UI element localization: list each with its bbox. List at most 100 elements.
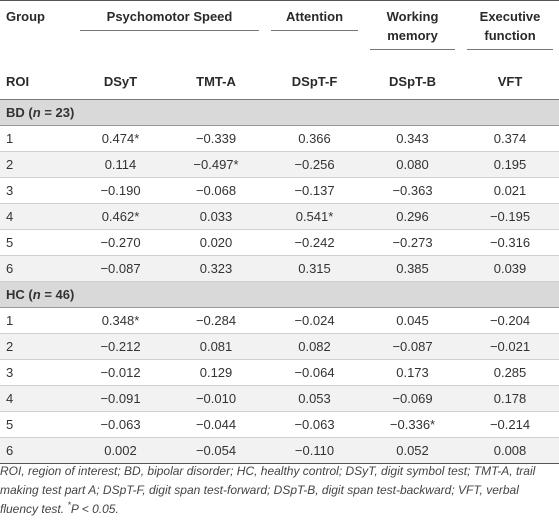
value-cell: 0.114 — [74, 151, 167, 178]
value-cell: 0.195 — [461, 151, 559, 178]
group-header-row: BD (n = 23) — [0, 99, 559, 126]
value-cell: −0.087 — [74, 255, 167, 282]
group-name: HC — [6, 287, 25, 302]
value-cell: 0.039 — [461, 255, 559, 282]
group-header-row: HC (n = 46) — [0, 281, 559, 308]
value-cell: 0.374 — [461, 125, 559, 152]
value-cell: −0.021 — [461, 333, 559, 360]
roi-cell: 3 — [0, 359, 74, 386]
value-cell: −0.054 — [167, 437, 266, 464]
value-cell: −0.242 — [265, 229, 365, 256]
roi-cell: 6 — [0, 255, 74, 282]
correlation-table: Group Psychomotor Speed Attention Workin… — [0, 0, 559, 464]
group-n-label: n — [32, 287, 41, 302]
value-cell: 0.541* — [265, 203, 365, 230]
table-row: 2 0.114 −0.497* −0.256 0.080 0.195 — [0, 151, 559, 178]
group-label: BD (n = 23) — [0, 99, 559, 126]
group-name: BD — [6, 105, 25, 120]
value-cell: −0.012 — [74, 359, 167, 386]
value-cell: −0.256 — [265, 151, 365, 178]
roi-cell: 2 — [0, 333, 74, 360]
table-row: 1 0.474* −0.339 0.366 0.343 0.374 — [0, 125, 559, 152]
table-row: 5 −0.270 0.020 −0.242 −0.273 −0.316 — [0, 229, 559, 256]
value-cell: −0.336* — [364, 411, 462, 438]
value-cell: 0.173 — [364, 359, 462, 386]
table-row: 3 −0.190 −0.068 −0.137 −0.363 0.021 — [0, 177, 559, 204]
value-cell: −0.069 — [364, 385, 462, 412]
value-cell: −0.497* — [167, 151, 266, 178]
value-cell: 0.021 — [461, 177, 559, 204]
value-cell: −0.316 — [461, 229, 559, 256]
table-row: 2 −0.212 0.081 0.082 −0.087 −0.021 — [0, 333, 559, 360]
table-row: 3 −0.012 0.129 −0.064 0.173 0.285 — [0, 359, 559, 386]
domain-header-row: Group Psychomotor Speed Attention Workin… — [0, 0, 559, 63]
value-cell: 0.020 — [167, 229, 266, 256]
column-header-row: ROI DSyT TMT-A DSpT-F DSpT-B VFT — [0, 63, 559, 100]
table-body: BD (n = 23) 1 0.474* −0.339 0.366 0.343 0.374 2… — [0, 99, 559, 464]
value-cell: 0.296 — [364, 203, 462, 230]
domain-header-working-memory: Working memory — [364, 0, 462, 63]
table-row: 6 −0.087 0.323 0.315 0.385 0.039 — [0, 255, 559, 282]
value-cell: 0.315 — [265, 255, 365, 282]
column-header-tmt-a: TMT-A — [167, 63, 266, 100]
group-n-value: = 46 — [44, 287, 70, 302]
value-cell: 0.343 — [364, 125, 462, 152]
value-cell: −0.024 — [265, 307, 365, 334]
value-cell: −0.091 — [74, 385, 167, 412]
value-cell: −0.214 — [461, 411, 559, 438]
value-cell: −0.068 — [167, 177, 266, 204]
group-label: HC (n = 46) — [0, 281, 559, 308]
value-cell: 0.178 — [461, 385, 559, 412]
value-cell: −0.010 — [167, 385, 266, 412]
value-cell: −0.363 — [364, 177, 462, 204]
value-cell: −0.190 — [74, 177, 167, 204]
value-cell: −0.204 — [461, 307, 559, 334]
roi-cell: 4 — [0, 385, 74, 412]
roi-cell: 1 — [0, 307, 74, 334]
roi-cell: 2 — [0, 151, 74, 178]
value-cell: −0.339 — [167, 125, 266, 152]
group-n-value: = 23 — [44, 105, 70, 120]
roi-cell: 5 — [0, 411, 74, 438]
value-cell: 0.052 — [364, 437, 462, 464]
column-header-dspt-b: DSpT-B — [364, 63, 462, 100]
value-cell: −0.273 — [364, 229, 462, 256]
value-cell: −0.110 — [265, 437, 365, 464]
domain-header-executive: Executive function — [461, 0, 559, 63]
table-row: 5 −0.063 −0.044 −0.063 −0.336* −0.214 — [0, 411, 559, 438]
value-cell: 0.129 — [167, 359, 266, 386]
value-cell: 0.002 — [74, 437, 167, 464]
roi-cell: 3 — [0, 177, 74, 204]
table-row: 4 −0.091 −0.010 0.053 −0.069 0.178 — [0, 385, 559, 412]
table-row: 6 0.002 −0.054 −0.110 0.052 0.008 — [0, 437, 559, 464]
value-cell: −0.064 — [265, 359, 365, 386]
roi-cell: 4 — [0, 203, 74, 230]
value-cell: −0.087 — [364, 333, 462, 360]
value-cell: −0.044 — [167, 411, 266, 438]
footnote-significance: P < 0.05. — [70, 502, 119, 516]
value-cell: 0.082 — [265, 333, 365, 360]
roi-cell: 5 — [0, 229, 74, 256]
domain-header-attention: Attention — [265, 0, 365, 63]
roi-cell: 6 — [0, 437, 74, 464]
value-cell: 0.385 — [364, 255, 462, 282]
value-cell: 0.008 — [461, 437, 559, 464]
value-cell: 0.080 — [364, 151, 462, 178]
value-cell: 0.045 — [364, 307, 462, 334]
roi-column-header: ROI — [0, 63, 74, 100]
value-cell: −0.284 — [167, 307, 266, 334]
footnote-text: ROI, region of interest; BD, bipolar dis… — [0, 464, 536, 516]
value-cell: −0.137 — [265, 177, 365, 204]
value-cell: −0.063 — [265, 411, 365, 438]
value-cell: 0.323 — [167, 255, 266, 282]
value-cell: 0.474* — [74, 125, 167, 152]
value-cell: −0.195 — [461, 203, 559, 230]
value-cell: −0.212 — [74, 333, 167, 360]
footnote-asterisk: * — [67, 500, 71, 510]
value-cell: 0.285 — [461, 359, 559, 386]
value-cell: −0.270 — [74, 229, 167, 256]
value-cell: 0.462* — [74, 203, 167, 230]
table-footnote: ROI, region of interest; BD, bipolar dis… — [0, 462, 556, 519]
value-cell: −0.063 — [74, 411, 167, 438]
